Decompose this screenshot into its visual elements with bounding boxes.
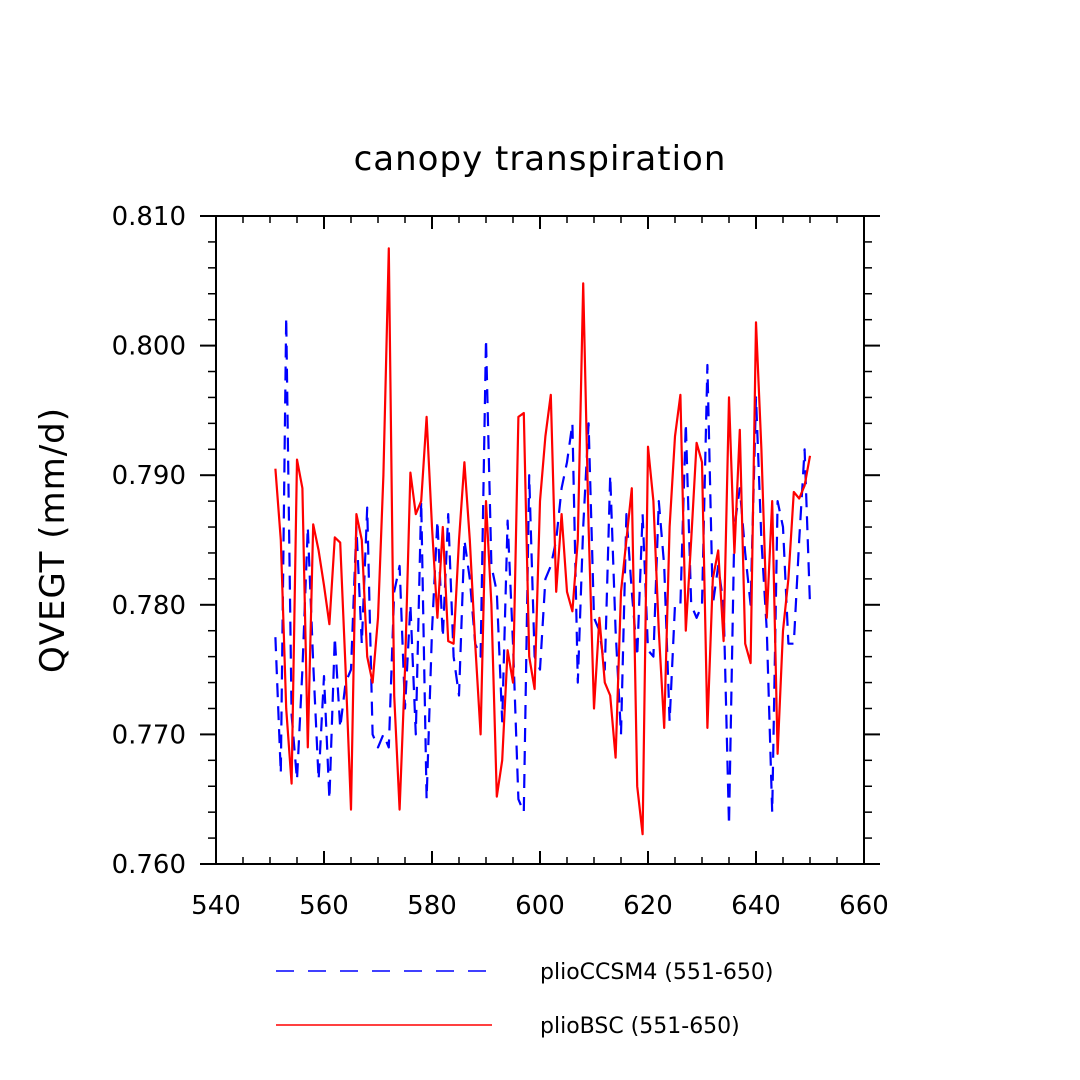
series-group [274,247,812,836]
x-tick-label: 560 [299,891,349,921]
y-tick-label: 0.770 [112,720,186,750]
y-tick-label: 0.760 [112,850,186,880]
x-tick-label: 640 [731,891,781,921]
y-tick-label: 0.800 [112,332,186,362]
y-tick-label: 0.780 [112,591,186,621]
x-tick-label: 660 [839,891,889,921]
y-tick-label: 0.810 [112,202,186,232]
axis-tick-labels: 540 560 580 600 620 640 660 0.760 0.770 0.780 0.79… [112,202,889,921]
chart-title: canopy transpiration [354,139,727,179]
x-tick-label: 620 [623,891,673,921]
y-tick-label: 0.790 [112,461,186,491]
legend: plioCCSM4 (551-650) plioBSC (551-650) [276,960,773,1039]
y-axis-label: QVEGT (mm/d) [33,407,73,673]
x-tick-label: 600 [515,891,565,921]
axis-ticks [200,215,880,865]
series-line-pliobsc [274,247,812,836]
legend-label: plioBSC (551-650) [540,1014,740,1039]
x-tick-label: 580 [407,891,457,921]
x-tick-label: 540 [191,891,241,921]
legend-label: plioCCSM4 (551-650) [540,960,773,985]
